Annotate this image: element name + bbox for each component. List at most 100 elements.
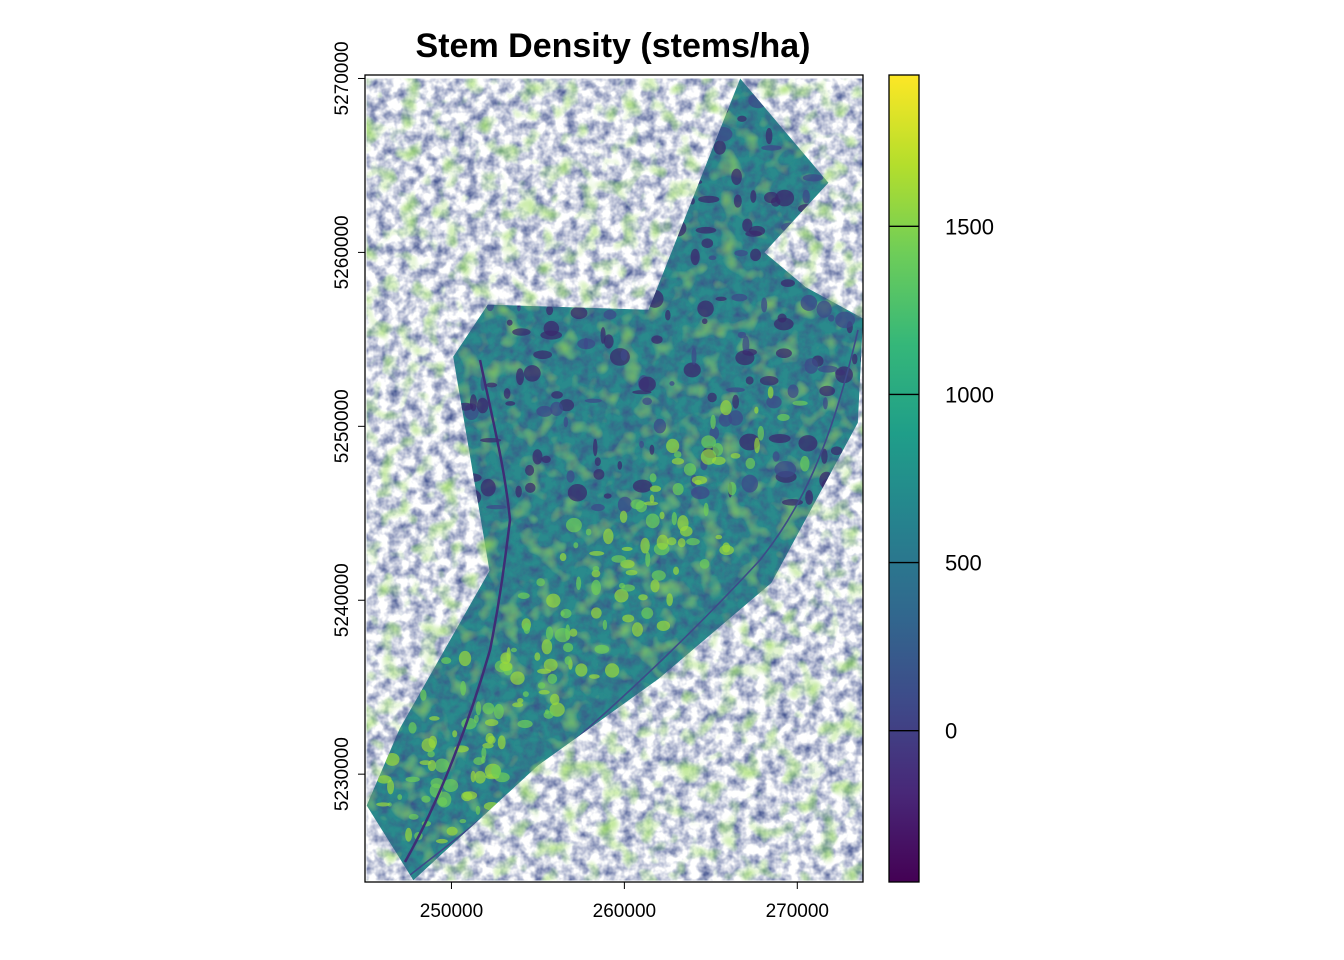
raster-patch [631,622,643,637]
raster-patch [476,397,489,414]
raster-patch [802,174,824,182]
raster-patch [633,227,641,243]
raster-patch [441,657,452,664]
raster-patch [387,779,395,795]
raster-patch [851,353,858,365]
raster-patch [591,503,605,512]
raster-patch [443,779,459,792]
x-tick-label: 250000 [420,901,483,922]
raster-patch [711,456,726,466]
raster-patch [569,127,585,144]
raster-patch [512,702,524,708]
x-axis: 250000 260000 270000 [365,881,863,922]
raster-patch [821,221,844,240]
raster-patch [619,104,627,121]
raster-patch [525,232,539,242]
raster-patch [710,414,716,430]
raster-patch [377,775,392,784]
raster-patch [532,449,543,465]
y-axis: 5230000 5240000 5250000 5260000 5270000 [332,41,366,882]
raster-patch [541,639,553,655]
raster-patch [585,163,599,176]
raster-patch [860,352,863,366]
raster-patch [761,297,768,313]
raster-patch [683,463,697,476]
raster-patch [525,464,535,476]
raster-patch [427,760,437,772]
raster-patch [673,566,680,575]
raster-patch [497,735,506,750]
raster-patch [517,719,533,729]
raster-patch [495,103,504,118]
raster-patch [486,504,507,510]
raster-patch [712,443,724,456]
raster-patch [585,528,592,536]
raster-patch [485,252,502,258]
raster-patch [481,746,487,760]
raster-patch [726,387,745,393]
raster-patch [441,293,462,305]
raster-patch [734,249,748,257]
raster-patch [805,490,814,505]
raster-patch [673,451,682,458]
raster-patch [485,382,498,388]
raster-patch [569,628,578,637]
raster-patch [603,528,614,545]
raster-patch [593,85,609,101]
raster-patch [551,391,563,399]
raster-patch [775,348,792,359]
raster-patch [450,400,461,418]
raster-patch [639,440,645,448]
x-tick-label: 260000 [593,901,656,922]
raster-patch [823,484,835,490]
raster-patch [623,100,628,110]
raster-patch [516,368,525,386]
raster-patch [671,511,677,526]
raster-patch [695,226,717,234]
raster-patch [484,719,499,727]
colorbar-tick-label: 500 [945,551,982,576]
raster-patch [503,388,511,399]
raster-patch [659,511,665,520]
raster-patch [666,110,681,118]
raster-patch [550,401,564,416]
raster-patch [821,448,828,464]
raster-patch [570,306,588,320]
raster-patch [781,222,801,233]
raster-patch [592,289,601,296]
raster-patch [707,392,717,403]
raster-patch [589,551,605,556]
raster-patch [467,302,476,317]
raster-patch [541,455,551,464]
raster-patch [774,461,797,478]
raster-patch [728,410,743,426]
raster-patch [592,438,598,457]
raster-patch [701,435,717,449]
raster-patch [651,335,663,344]
raster-patch [475,805,481,815]
raster-patch [620,559,635,569]
raster-patch [835,366,853,384]
raster-patch [613,257,633,266]
raster-patch [534,652,541,661]
raster-patch [570,96,579,108]
raster-patch [665,309,671,321]
raster-patch [690,248,700,266]
raster-patch [491,764,502,778]
raster-patch [663,220,678,230]
raster-patch [701,318,708,325]
raster-patch [803,273,815,281]
raster-patch [545,626,554,641]
raster-patch [376,802,391,807]
raster-patch [800,294,818,311]
raster-patch [449,269,466,280]
raster-patch [840,301,857,308]
colorbar-gradient [888,74,920,883]
raster-patch [376,747,385,764]
raster-patch [683,168,693,183]
raster-patch [703,502,709,517]
raster-patch [617,496,633,513]
raster-patch [855,437,863,443]
raster-patch [681,178,703,186]
raster-patch [699,559,710,569]
